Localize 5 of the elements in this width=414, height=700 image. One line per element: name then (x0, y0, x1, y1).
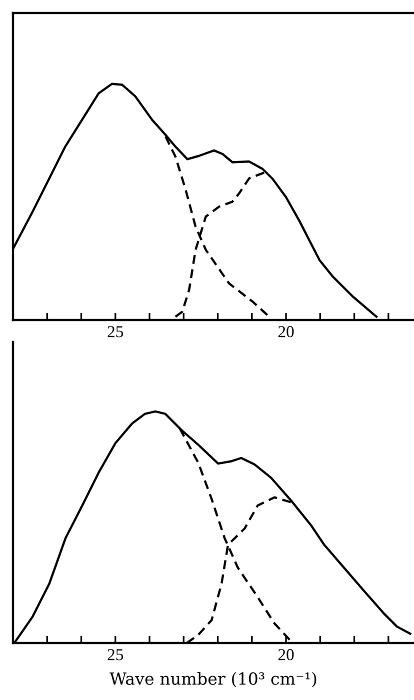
x-tick-label: 20 (278, 649, 294, 660)
x-axis-title: Wave number (10³ cm⁻¹) (110, 672, 316, 688)
x-tick-label: 20 (278, 326, 294, 338)
x-tick-label: 25 (108, 326, 124, 338)
x-tick-label: 25 (108, 649, 124, 660)
